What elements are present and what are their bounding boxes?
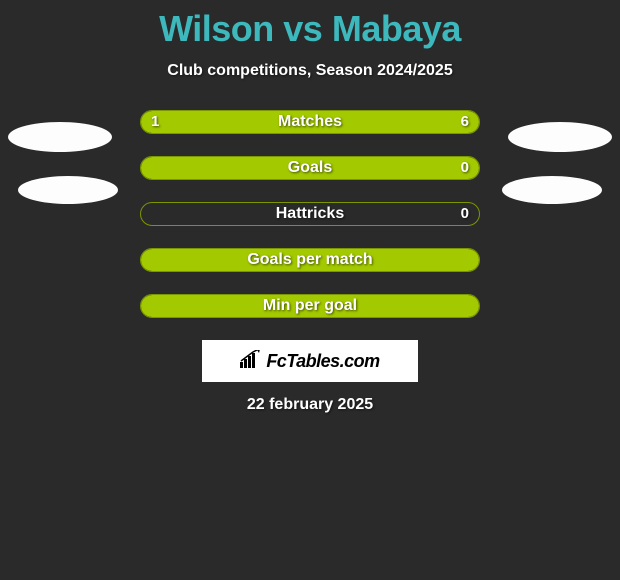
stat-bar-hattricks: Hattricks 0 (140, 202, 480, 226)
stat-label: Goals per match (141, 249, 479, 271)
stat-bar-goals: Goals 0 (140, 156, 480, 180)
stat-bar-matches: 1 Matches 6 (140, 110, 480, 134)
date-text: 22 february 2025 (0, 396, 620, 414)
stat-label: Matches (141, 111, 479, 133)
brand-text: FcTables.com (266, 351, 379, 372)
chart-icon (240, 350, 262, 373)
stat-label: Hattricks (141, 203, 479, 225)
stat-value-right: 0 (461, 203, 469, 225)
stat-bar-min-per-goal: Min per goal (140, 294, 480, 318)
stat-label: Min per goal (141, 295, 479, 317)
stat-bar-goals-per-match: Goals per match (140, 248, 480, 272)
comparison-infographic: Wilson vs Mabaya Club competitions, Seas… (0, 0, 620, 580)
stat-value-right: 6 (461, 111, 469, 133)
stat-label: Goals (141, 157, 479, 179)
brand-logo: FcTables.com (202, 340, 418, 382)
stats-area: 1 Matches 6 Goals 0 Hattricks 0 Goals pe… (0, 110, 620, 318)
stat-value-right: 0 (461, 157, 469, 179)
subtitle: Club competitions, Season 2024/2025 (0, 62, 620, 80)
page-title: Wilson vs Mabaya (0, 0, 620, 50)
